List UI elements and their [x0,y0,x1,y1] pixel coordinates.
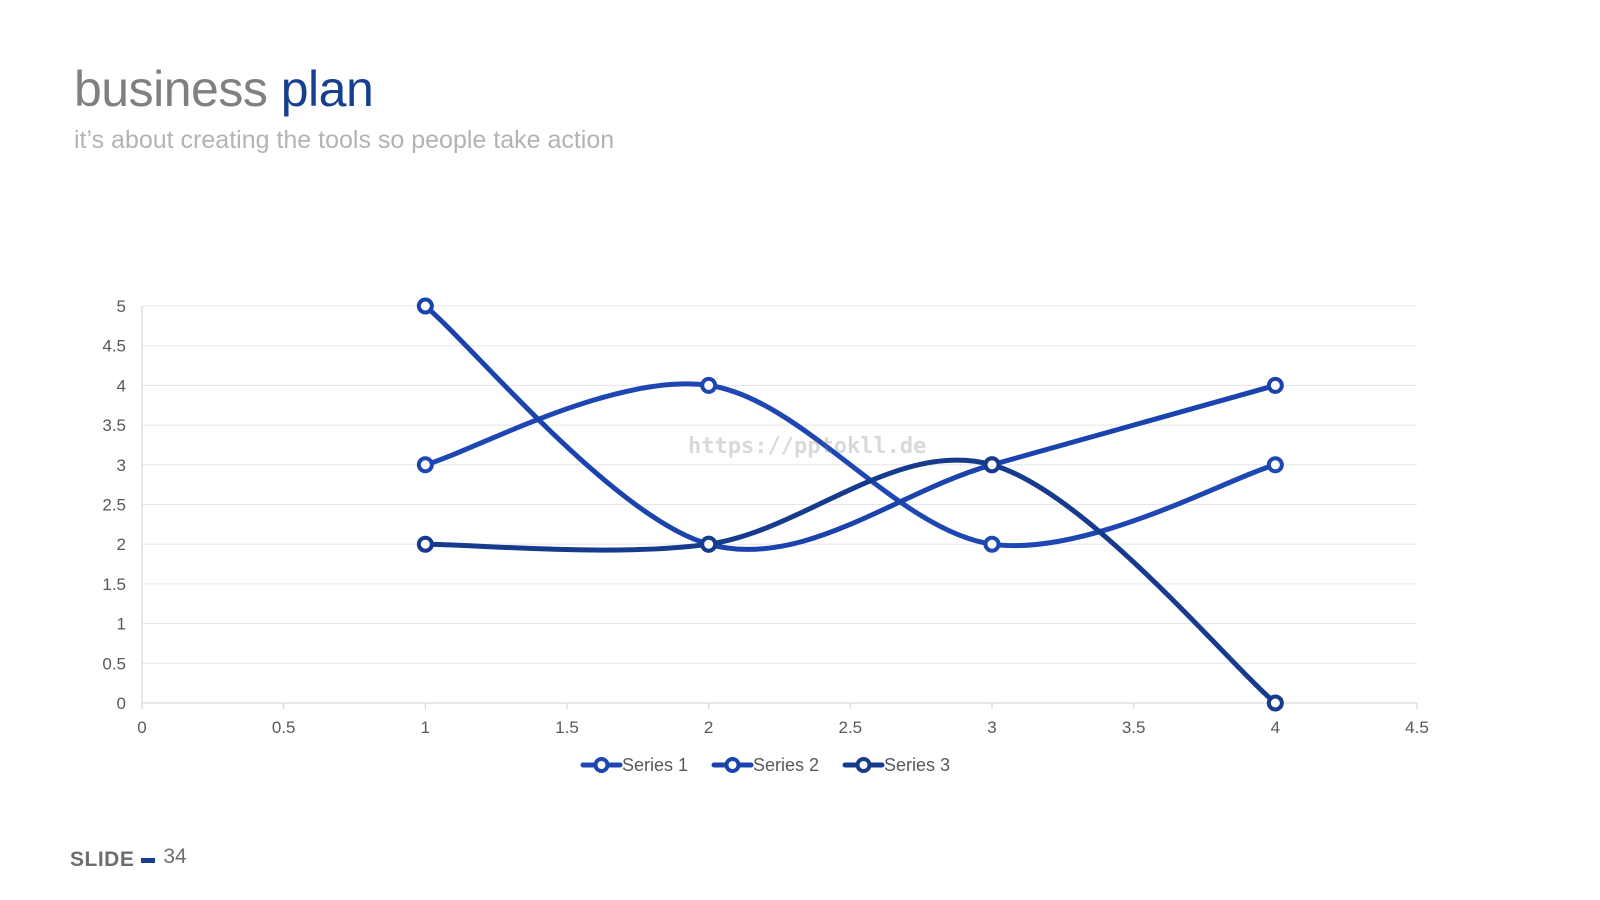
data-point [416,297,434,315]
y-tick-label: 5 [117,297,126,316]
footer-slide-label: SLIDE [70,848,135,871]
series-line [422,381,1278,549]
series-1 [416,376,1284,553]
chart-gridlines [142,305,1417,704]
y-tick-label: 0.5 [102,654,126,673]
data-point [1266,694,1284,712]
x-tick-label: 0 [137,718,146,737]
series-3 [416,456,1284,712]
legend-item-1: Series 1 [580,755,688,775]
chart-legend: Series 1 Series 2 Series 3 [580,755,950,775]
legend-label: Series 2 [753,755,819,775]
data-point [416,456,434,474]
data-point [1266,376,1284,394]
chart-axes: 0 0.5 1 1.5 2 2.5 3 3.5 4 4.5 5 0 0.5 1 1.5 2 2.5 3 3.5 4 4.… [102,297,1428,737]
slide-title: business plan [74,61,374,117]
x-tick-label: 1 [421,718,430,737]
footer-accent-bar [141,857,156,863]
x-tick-label: 1.5 [555,718,579,737]
legend-item-2: Series 2 [711,755,819,775]
chart-series [416,297,1284,712]
title-accent: plan [280,61,374,117]
y-tick-label: 4.5 [102,337,126,356]
slide-number: 34 [163,845,187,868]
y-tick-label: 1 [117,615,126,634]
series-line [422,457,1278,706]
y-tick-label: 2.5 [102,496,126,515]
data-point [983,456,1001,474]
legend-label: Series 1 [622,755,688,775]
y-tick-label: 0 [117,694,126,713]
legend-marker [855,757,872,773]
data-point [983,535,1001,553]
x-tick-label: 3 [987,718,996,737]
x-tick-label: 0.5 [272,718,296,737]
slide-subtitle: it’s about creating the tools so people … [74,126,615,154]
legend-item-3: Series 3 [842,755,950,775]
title-main: business [74,61,281,117]
slide-footer: SLIDE 34 [70,845,187,872]
series-line [422,303,1278,552]
y-tick-label: 3 [117,456,126,475]
data-point [700,535,718,553]
data-point [1266,456,1284,474]
y-tick-label: 3.5 [102,416,126,435]
data-point [700,376,718,394]
y-tick-label: 4 [117,376,126,395]
x-tick-label: 3.5 [1122,718,1146,737]
legend-label: Series 3 [884,755,950,775]
y-tick-label: 1.5 [102,575,126,594]
y-tick-label: 2 [117,535,126,554]
watermark-text: https://pptokll.de [688,434,927,459]
legend-marker [724,757,741,773]
x-tick-label: 2.5 [839,718,863,737]
legend-marker [593,757,610,773]
x-tick-label: 4.5 [1405,718,1429,737]
x-tick-label: 2 [704,718,713,737]
data-point [416,535,434,553]
x-tick-label: 4 [1271,718,1280,737]
